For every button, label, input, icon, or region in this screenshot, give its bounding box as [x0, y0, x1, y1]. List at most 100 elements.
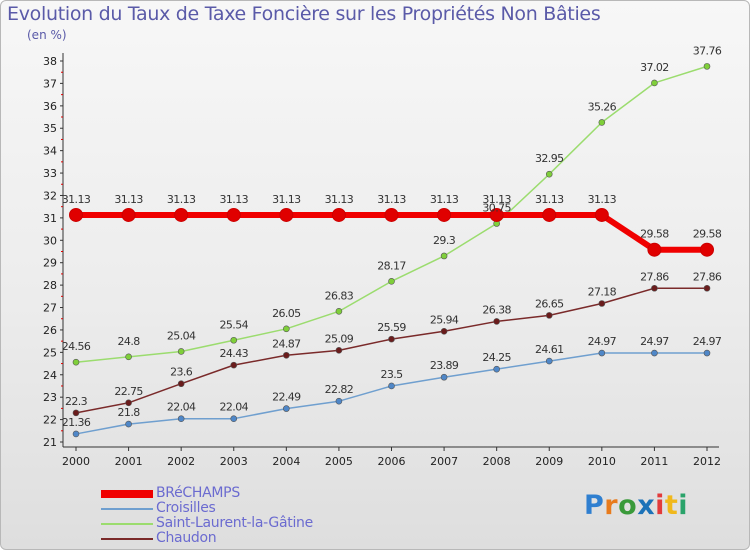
data-label: 23.6	[170, 366, 193, 379]
data-label: 24.87	[272, 337, 301, 350]
data-point	[493, 365, 500, 373]
data-point	[440, 252, 448, 260]
data-point	[226, 207, 241, 222]
data-label: 29.58	[640, 228, 669, 241]
legend-swatch	[101, 523, 153, 525]
data-label: 37.02	[640, 61, 669, 74]
legend-label: BRéCHAMPS	[156, 485, 240, 501]
legend-swatch	[101, 490, 153, 498]
data-label: 24.43	[220, 347, 249, 360]
logo-letter: t	[664, 490, 679, 521]
data-label: 31.13	[377, 193, 406, 206]
unit-label: (en %)	[27, 28, 67, 42]
data-point	[283, 325, 290, 333]
data-point	[72, 409, 80, 417]
data-point	[388, 278, 395, 285]
legend-label: Croisilles	[156, 500, 216, 516]
y-tick-label: 32	[43, 189, 57, 202]
data-label: 24.97	[693, 335, 722, 348]
data-point	[647, 242, 662, 257]
data-point	[125, 420, 132, 428]
data-point	[384, 207, 399, 222]
x-tick-label: 2008	[483, 455, 511, 468]
data-point	[598, 119, 606, 126]
y-tick-label: 31	[43, 212, 57, 225]
x-tick-label: 2002	[167, 455, 195, 468]
data-point	[283, 351, 290, 359]
x-tick-label: 2003	[220, 455, 248, 468]
data-label: 31.13	[62, 193, 91, 206]
x-tick-label: 2010	[588, 455, 616, 468]
data-point	[331, 207, 346, 222]
data-label: 23.5	[380, 368, 403, 381]
data-label: 24.97	[588, 335, 617, 348]
x-tick-label: 2012	[693, 455, 721, 468]
data-point	[125, 399, 132, 407]
data-label: 26.38	[482, 303, 511, 316]
x-tick-label: 2009	[535, 455, 563, 468]
x-tick-label: 2001	[115, 455, 143, 468]
data-label: 24.8	[118, 335, 141, 348]
y-tick-label: 38	[43, 55, 57, 68]
data-label: 31.13	[114, 193, 143, 206]
data-label: 35.26	[588, 100, 617, 113]
data-point	[651, 79, 658, 87]
data-point	[177, 380, 185, 388]
legend-swatch	[101, 538, 153, 540]
data-point	[700, 242, 714, 257]
y-tick-label: 23	[43, 391, 57, 404]
data-label: 31.13	[482, 193, 511, 206]
data-label: 24.61	[535, 343, 564, 356]
logo-letter: P	[584, 490, 605, 521]
data-point	[542, 207, 557, 222]
data-point	[279, 207, 294, 222]
x-tick-label: 2004	[272, 455, 300, 468]
data-point	[545, 170, 553, 178]
legend-label: Saint-Laurent-la-Gâtine	[156, 515, 313, 531]
y-tick-label: 36	[43, 100, 57, 113]
y-tick-label: 29	[43, 257, 57, 270]
data-point	[230, 361, 238, 369]
data-point	[598, 349, 606, 357]
data-label: 27.86	[640, 270, 669, 283]
proxiti-logo: Proxiti	[584, 490, 688, 521]
data-label: 22.49	[272, 391, 301, 404]
data-label: 21.36	[62, 416, 91, 429]
data-point	[335, 308, 343, 315]
x-tick-label: 2007	[430, 455, 458, 468]
data-point	[594, 207, 609, 222]
data-point	[125, 353, 132, 361]
data-label: 32.95	[535, 152, 564, 165]
logo-letter: i	[655, 490, 665, 521]
series-markers	[69, 63, 714, 438]
data-label: 31.13	[272, 193, 301, 206]
data-label: 26.05	[272, 307, 301, 320]
data-label: 22.04	[220, 401, 249, 414]
data-point	[177, 415, 185, 422]
data-label: 26.83	[325, 289, 354, 302]
data-label: 22.82	[325, 383, 354, 396]
data-label: 24.97	[640, 335, 669, 348]
data-point	[493, 318, 500, 325]
y-tick-label: 26	[43, 324, 57, 337]
data-point	[703, 63, 711, 70]
data-labels: 24.56 24.8 25.04 25.54 26.05 26.83 28.17 29.3 30…	[62, 44, 723, 429]
data-label: 29.3	[433, 234, 456, 247]
data-point	[177, 348, 185, 355]
data-point	[335, 347, 343, 354]
data-point	[230, 415, 238, 422]
series-line	[75, 287, 707, 414]
data-label: 37.76	[693, 44, 722, 57]
data-point	[703, 349, 711, 357]
data-point	[437, 207, 452, 222]
data-point	[72, 358, 80, 366]
data-point	[598, 300, 606, 307]
data-label: 31.13	[588, 193, 617, 206]
y-tick-label: 30	[43, 234, 57, 247]
data-point	[651, 349, 658, 357]
data-point	[230, 336, 238, 344]
data-point	[121, 207, 136, 222]
logo-letter: o	[618, 490, 638, 521]
